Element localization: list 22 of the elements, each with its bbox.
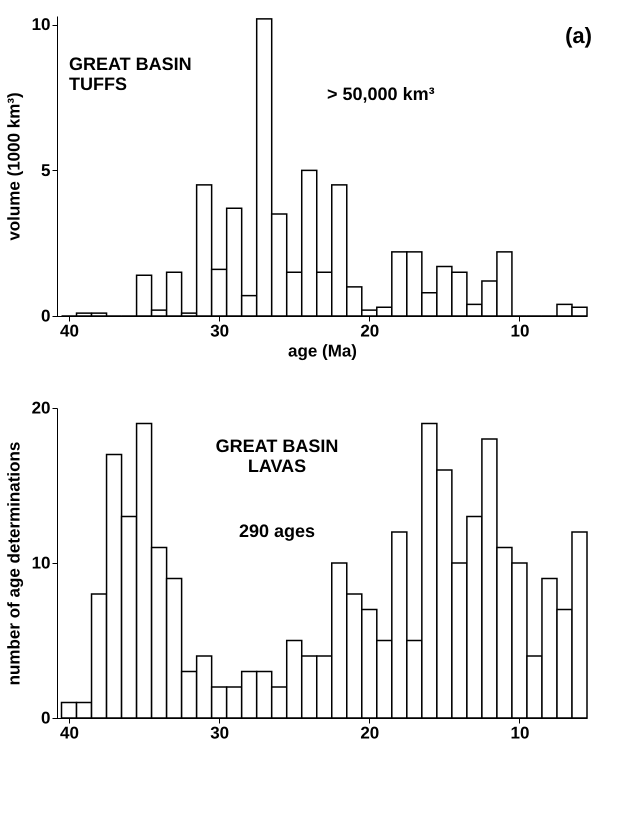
x-tick-label: 10 <box>510 322 530 340</box>
x-tick-label: 20 <box>360 322 380 340</box>
annotation: GREAT BASIN TUFFS <box>69 54 192 94</box>
annotation: 290 ages <box>238 521 316 541</box>
y-axis-title: volume (1000 km³) <box>4 92 24 241</box>
y-tick-label: 0 <box>41 708 50 728</box>
x-tick-label: 30 <box>210 724 230 742</box>
y-tick-label: 5 <box>41 160 50 180</box>
y-tick-label: 0 <box>41 306 50 326</box>
y-tick-label: 10 <box>32 15 50 34</box>
annotation: > 50,000 km³ <box>327 84 435 104</box>
y-axis-title: number of age determinations <box>4 442 24 686</box>
annotation: GREAT BASIN LAVAS <box>216 436 338 476</box>
x-tick-label: 30 <box>210 322 230 340</box>
y-tick-label: 10 <box>32 554 50 572</box>
y-tick-label: 20 <box>32 398 50 418</box>
x-tick-label: 10 <box>510 724 530 742</box>
annotation: (a) <box>565 23 592 48</box>
x-tick-label: 40 <box>60 322 79 340</box>
x-tick-label: 40 <box>60 724 79 742</box>
x-tick-label: 20 <box>360 724 380 742</box>
x-axis-title: age (Ma) <box>288 342 357 360</box>
